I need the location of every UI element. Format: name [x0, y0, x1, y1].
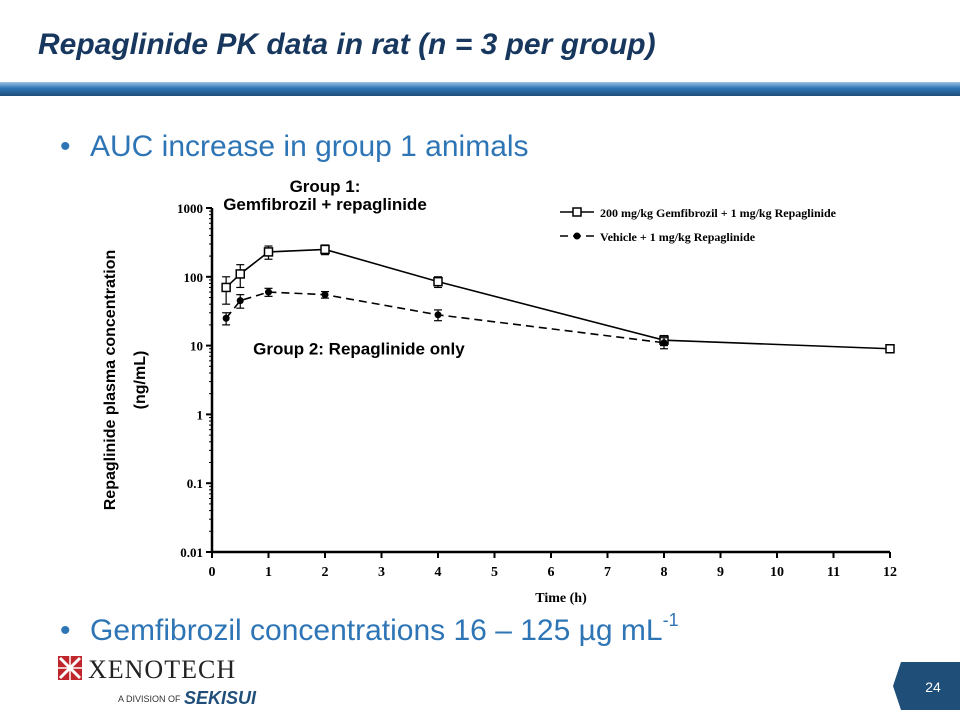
series-2-point [265, 288, 272, 296]
bullet-dot: • [60, 130, 71, 163]
xenotech-logo: XENOTECH A DIVISION OF SEKISUI [58, 655, 257, 708]
page-number-tab: 24 [893, 662, 960, 710]
y-tick-label-0: 0.01 [180, 545, 203, 560]
page-number: 24 [925, 679, 941, 695]
logo-subtitle: A DIVISION OF [118, 694, 181, 704]
y-axis-label-line1: Repaglinide plasma concentration [102, 250, 119, 511]
logo-parent: SEKISUI [184, 688, 257, 708]
series-2-point [434, 311, 442, 319]
x-tick-label-8: 8 [661, 565, 668, 580]
x-tick-label-2: 2 [322, 565, 329, 580]
bullet-item-2: • Gemfibrozil concentrations 16 – 125 µg … [60, 610, 679, 648]
bullet-text-1: AUC increase in group 1 animals [90, 130, 529, 163]
legend-marker-2 [573, 232, 581, 240]
series-2-line [225, 291, 665, 344]
series-1-point [263, 247, 274, 257]
annotation-3: Group 2: Repaglinide only [253, 340, 465, 359]
x-tick-label-0: 0 [209, 565, 216, 580]
y-tick-label-4: 100 [184, 270, 204, 285]
y-tick-label-5: 1000 [177, 201, 203, 216]
x-tick-label-4: 4 [435, 565, 442, 580]
series-1-point [221, 282, 231, 293]
x-tick-label-3: 3 [378, 565, 385, 580]
bullet-text-2: Gemfibrozil concentrations 16 – 125 µg m… [90, 614, 663, 647]
logo-wordmark: XENOTECH [88, 655, 236, 684]
x-tick-label-5: 5 [491, 565, 498, 580]
series-1-point [320, 244, 330, 255]
bullet-superscript: -1 [662, 610, 679, 630]
series-1-point [235, 269, 245, 279]
xenotech-mark-icon [58, 656, 82, 680]
x-tick-label-10: 10 [770, 565, 784, 580]
series-1-point [885, 343, 895, 354]
x-tick-label-7: 7 [604, 565, 611, 580]
legend-entry-2: Vehicle + 1 mg/kg Repaglinide [600, 230, 756, 244]
x-tick-label-6: 6 [548, 565, 555, 580]
series-1-point [433, 276, 443, 287]
x-tick-label-11: 11 [827, 565, 840, 580]
series-2-point [321, 291, 329, 299]
x-tick-label-1: 1 [265, 565, 272, 580]
title-accent-bar [0, 82, 960, 96]
series-2-point [222, 314, 230, 322]
legend-entry-1: 200 mg/kg Gemfibrozil + 1 mg/kg Repaglin… [600, 206, 837, 220]
annotation-2: Gemfibrozil + repaglinide [223, 195, 427, 214]
slide-title: Repaglinide PK data in rat (n = 3 per gr… [38, 28, 656, 61]
x-tick-label-9: 9 [717, 565, 724, 580]
series-1-line [225, 248, 891, 350]
bullet-dot: • [60, 614, 71, 647]
x-axis-label: Time (h) [535, 591, 587, 606]
y-tick-label-2: 1 [197, 407, 204, 422]
x-tick-label-12: 12 [883, 565, 897, 580]
y-tick-label-3: 10 [190, 339, 203, 354]
y-axis-label-line2: (ng/mL) [132, 351, 149, 410]
legend-marker-1 [572, 207, 582, 217]
series-2-point [660, 339, 668, 347]
bullet-item-1: • AUC increase in group 1 animals [60, 130, 529, 164]
annotation-1: Group 1: [290, 180, 361, 196]
y-tick-label-1: 0.1 [187, 476, 203, 491]
series-2-point [236, 297, 244, 305]
